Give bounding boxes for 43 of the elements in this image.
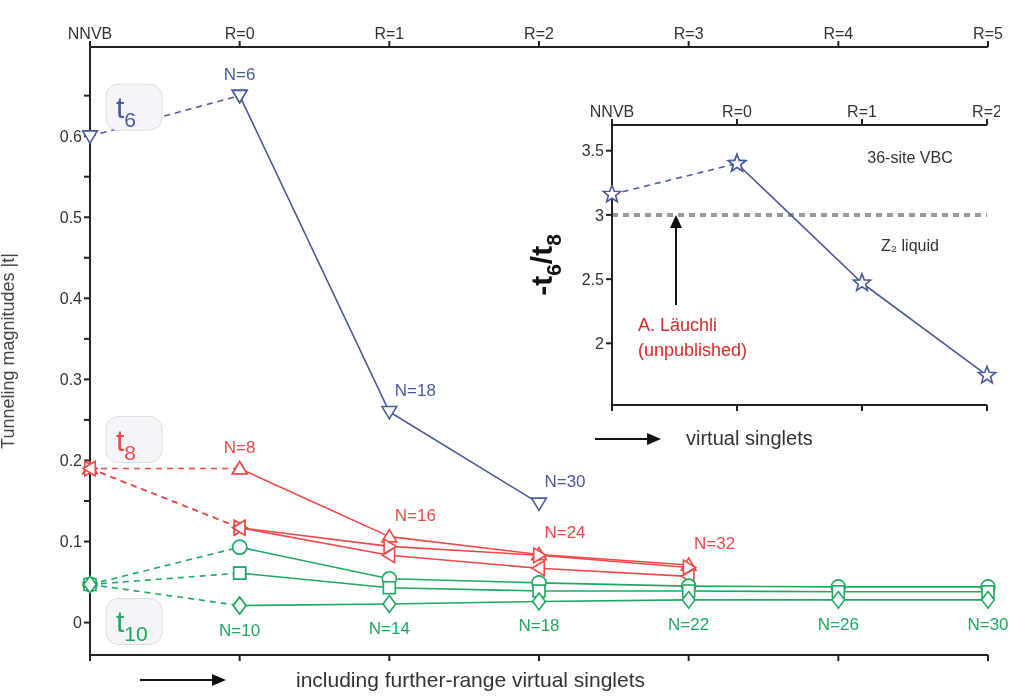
annotation: N=24 xyxy=(544,523,586,543)
annotation: N=14 xyxy=(368,618,410,638)
y-tick-label: 0.2 xyxy=(59,452,83,470)
y-tick-label: 3.5 xyxy=(581,142,605,160)
x-tick-label: NNVB xyxy=(589,103,635,120)
x-tick-label: R=5 xyxy=(973,25,1003,42)
y-tick-label: 2.5 xyxy=(581,270,605,288)
annotation: N=22 xyxy=(668,614,710,634)
x-tick-label: NNVB xyxy=(67,25,113,42)
x-tick-label: R=0 xyxy=(224,25,255,42)
x-tick-label: R=1 xyxy=(374,25,405,42)
y-tick-label: 0.5 xyxy=(59,208,83,226)
y-tick-label: 0 xyxy=(73,614,83,632)
annotation: t$_{6}$ xyxy=(116,91,137,132)
y-tick-label: 0.4 xyxy=(59,289,83,307)
annotation: N=10 xyxy=(219,620,261,640)
annotation: N=16 xyxy=(394,505,436,525)
annotation: A. Läuchli (unpublished) xyxy=(638,314,749,363)
y-tick-label: 2 xyxy=(595,335,605,353)
annotation: N=30 xyxy=(544,472,586,492)
x-tick-label: R=1 xyxy=(847,103,877,120)
x-axis-title: including further-range virtual singlets xyxy=(296,668,646,692)
y-tick-label: 0.1 xyxy=(59,533,83,551)
annotation: N=26 xyxy=(817,614,859,634)
y-tick-label: 3 xyxy=(595,206,605,224)
x-axis-title: virtual singlets xyxy=(686,427,813,450)
annotation: N=18 xyxy=(518,616,560,636)
annotation: Z₂ liquid xyxy=(880,236,940,256)
annotation: 36-site VBC xyxy=(866,148,954,168)
y-tick-label: 0.3 xyxy=(59,371,83,389)
annotation: N=8 xyxy=(223,437,256,457)
annotation: N=30 xyxy=(967,614,1009,634)
x-tick-label: R=3 xyxy=(673,25,704,42)
annotation: t$_{10}$ xyxy=(116,605,148,646)
y-tick-label: 0.6 xyxy=(59,127,83,145)
y-axis-title: Tunneling magnitudes |t| xyxy=(0,253,18,449)
annotation: N=18 xyxy=(394,380,436,400)
annotation: N=32 xyxy=(694,534,736,554)
annotation: N=6 xyxy=(223,64,256,84)
x-tick-label: R=0 xyxy=(722,103,752,120)
annotation: t$_{8}$ xyxy=(116,423,137,464)
x-tick-label: R=4 xyxy=(823,25,854,42)
x-tick-label: R=2 xyxy=(524,25,554,42)
